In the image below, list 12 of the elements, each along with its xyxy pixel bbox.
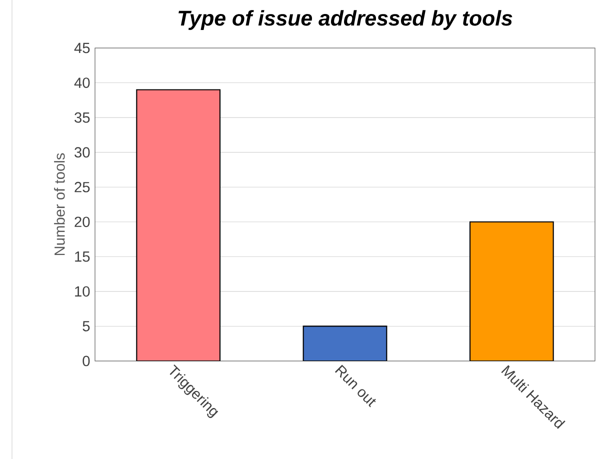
y-tick-label: 0 [82, 356, 90, 366]
y-tick-label: 40 [74, 78, 90, 88]
y-tick-label: 35 [74, 112, 90, 123]
chart-title: Type of issue addressed by tools [178, 10, 512, 30]
y-axis-title: Number of tools [54, 153, 65, 256]
y-tick-label: 5 [82, 321, 90, 332]
y-tick-label: 10 [75, 286, 90, 297]
y-tick-label: 15 [75, 252, 90, 262]
y-tick-label: 25 [74, 182, 90, 192]
y-tick-label: 45 [74, 42, 90, 54]
y-tick-label: 20 [74, 216, 90, 228]
y-tick-label: 30 [74, 147, 90, 158]
